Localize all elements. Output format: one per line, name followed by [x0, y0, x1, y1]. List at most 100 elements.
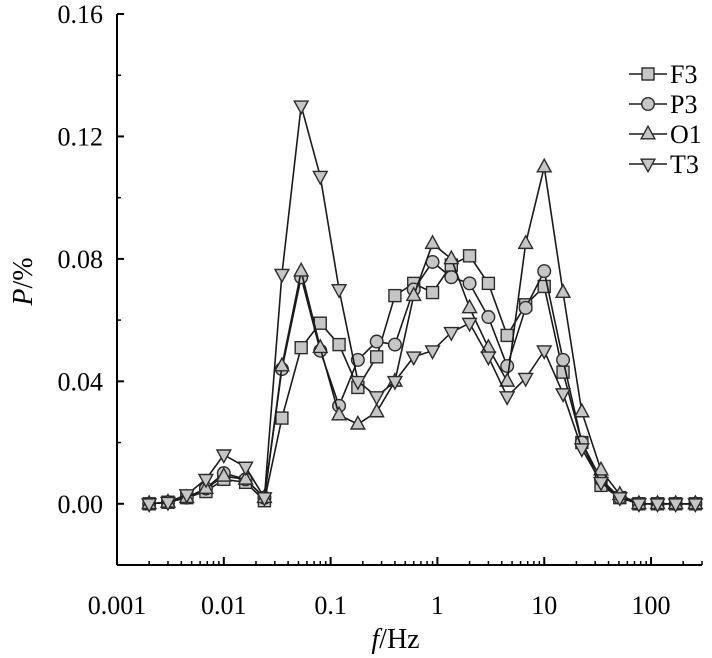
data-point-t3 [237, 461, 254, 477]
y-tick-label: 0.08 [58, 245, 104, 274]
legend-item-p3: P3 [629, 90, 697, 119]
y-axis-title-italic: P [8, 289, 39, 307]
data-point-t3 [667, 498, 684, 514]
data-point-t3 [630, 498, 647, 514]
data-point-f3 [369, 350, 384, 364]
y-tick-label: 0.12 [58, 122, 104, 151]
data-point-f3 [481, 276, 496, 291]
data-point-o1 [480, 338, 497, 354]
series-line-p3 [149, 260, 696, 505]
data-point-o1 [312, 338, 329, 354]
data-point-t3 [499, 391, 516, 406]
data-point-o1 [592, 460, 610, 476]
legend-item-t3: T3 [629, 150, 699, 179]
data-point-o1 [499, 372, 516, 387]
data-point-f3 [462, 249, 477, 263]
series-p3 [142, 254, 703, 511]
series-line-f3 [149, 254, 696, 505]
data-point-t3 [141, 498, 158, 514]
data-point-o1 [349, 414, 366, 430]
data-point-o1 [368, 402, 385, 418]
data-point-t3 [330, 284, 348, 299]
legend-label-t3: T3 [670, 150, 699, 179]
data-point-t3 [386, 375, 404, 391]
data-point-t3 [461, 317, 478, 333]
series-layer [141, 100, 704, 514]
axes [116, 14, 702, 566]
x-ticks: 0.001 0.01 0.1 1 10 100 [88, 557, 703, 620]
data-point-o1 [273, 356, 291, 372]
data-point-t3 [573, 443, 590, 458]
data-point-t3 [215, 449, 232, 465]
data-point-o1 [405, 286, 422, 302]
data-point-t3 [517, 372, 534, 388]
y-axis-title: P/% [8, 257, 39, 306]
data-point-f3 [332, 337, 346, 352]
data-point-f3 [294, 340, 308, 355]
y-tick-label: 0.00 [58, 490, 104, 519]
legend-marker-p3 [641, 96, 656, 111]
data-point-t3 [592, 476, 610, 492]
data-point-o1 [293, 261, 310, 277]
data-point-t3 [687, 498, 704, 514]
data-point-o1 [237, 470, 254, 485]
data-point-f3 [500, 328, 514, 343]
data-point-p3 [500, 359, 515, 374]
data-point-t3 [405, 351, 422, 367]
y-axis-title-unit: /% [8, 257, 39, 288]
data-point-t3 [536, 345, 553, 360]
y-ticks: 0.00 0.04 0.08 0.12 0.16 [58, 0, 124, 519]
data-point-f3 [313, 316, 327, 330]
legend-label-p3: P3 [670, 90, 697, 119]
x-tick-label: 1 [431, 591, 444, 620]
legend-marker-o1 [639, 124, 657, 140]
data-point-f3 [388, 288, 402, 303]
data-point-t3 [368, 391, 385, 406]
x-tick-label: 0.1 [314, 591, 347, 620]
x-tick-label: 0.001 [88, 591, 147, 620]
data-point-t3 [424, 345, 441, 360]
data-point-t3 [349, 375, 366, 391]
data-point-o1 [536, 157, 553, 173]
data-point-t3 [611, 492, 628, 507]
data-point-o1 [461, 298, 478, 314]
legend-item-f3: F3 [629, 60, 697, 89]
data-point-t3 [256, 492, 273, 507]
x-tick-label: 100 [632, 591, 671, 620]
x-axis-title-italic: f [371, 624, 382, 655]
data-point-f3 [425, 285, 440, 300]
y-tick-label: 0.16 [58, 0, 104, 29]
legend-marker-t3 [639, 158, 657, 174]
y-tick-label: 0.04 [58, 367, 104, 396]
data-point-o1 [215, 466, 232, 482]
data-point-t3 [293, 100, 310, 116]
data-point-o1 [573, 402, 590, 418]
data-point-p3 [462, 276, 477, 291]
data-point-p3 [481, 310, 496, 325]
data-point-o1 [330, 405, 348, 421]
series-line-t3 [149, 105, 696, 505]
data-point-t3 [443, 326, 460, 342]
series-line-o1 [149, 166, 696, 505]
legend-item-o1: O1 [629, 120, 702, 149]
series-t3 [141, 100, 704, 514]
data-point-t3 [273, 268, 291, 284]
data-point-t3 [480, 351, 497, 367]
data-point-o1 [554, 283, 572, 299]
data-point-p3 [387, 337, 402, 352]
x-axis-title-unit: /Hz [379, 624, 419, 655]
x-tick-label: 0.01 [201, 591, 247, 620]
data-point-t3 [197, 473, 214, 489]
data-point-t3 [554, 388, 572, 403]
data-point-p3 [518, 300, 533, 315]
legend-marker-f3 [641, 67, 655, 81]
data-point-p3 [369, 334, 384, 349]
legend-label-o1: O1 [670, 120, 702, 149]
data-point-f3 [275, 411, 289, 425]
data-point-o1 [517, 234, 534, 250]
x-axis-title: f/Hz [371, 624, 419, 655]
data-point-p3 [537, 264, 552, 279]
data-point-t3 [178, 489, 195, 504]
